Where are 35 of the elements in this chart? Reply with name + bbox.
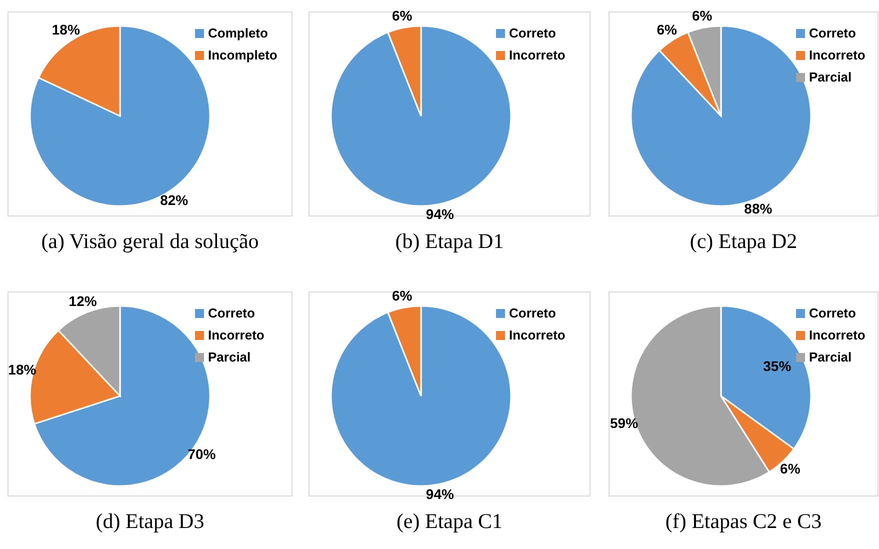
legend-label: Correto [509, 305, 556, 320]
text: (c) Etapa D2 [690, 229, 798, 253]
legend-label: Parcial [809, 349, 852, 364]
legend-label: Correto [809, 305, 856, 320]
text: (f) Etapas C2 e C3 [665, 509, 822, 533]
data-label: 12% [68, 292, 98, 309]
data-label: 6% [392, 287, 413, 304]
text: (a) Visão geral da solução [41, 229, 259, 253]
data-label: 18% [52, 21, 80, 38]
legend-label: Incorreto [509, 327, 566, 342]
legend-label: Correto [809, 25, 856, 40]
data-label: 6% [392, 7, 413, 24]
data-label: 6% [692, 7, 713, 24]
text: (b) Etapa D1 [395, 229, 504, 253]
data-label: 59% [610, 414, 639, 431]
text: (d) Etapa D3 [96, 509, 204, 533]
legend-label: Incorreto [509, 47, 566, 62]
data-label: 35% [763, 358, 792, 374]
legend-label: Incorreto [809, 47, 866, 62]
data-label: 6% [780, 460, 801, 476]
data-label: 82% [160, 192, 189, 208]
legend-label: Correto [509, 25, 556, 40]
legend-label: Incorreto [809, 327, 866, 342]
legend-label: Correto [208, 305, 256, 320]
legend-label: Parcial [809, 69, 852, 84]
data-label: 94% [426, 486, 454, 502]
data-label: 70% [188, 446, 216, 462]
data-label: 88% [744, 200, 773, 217]
legend-label: Completo [208, 25, 268, 40]
legend-label: Incompleto [208, 47, 278, 62]
data-label: 6% [656, 21, 678, 38]
legend-label: Parcial [208, 349, 251, 364]
text: (e) Etapa C1 [396, 509, 503, 533]
legend-label: Incorreto [208, 327, 264, 342]
data-label: 94% [426, 206, 454, 222]
